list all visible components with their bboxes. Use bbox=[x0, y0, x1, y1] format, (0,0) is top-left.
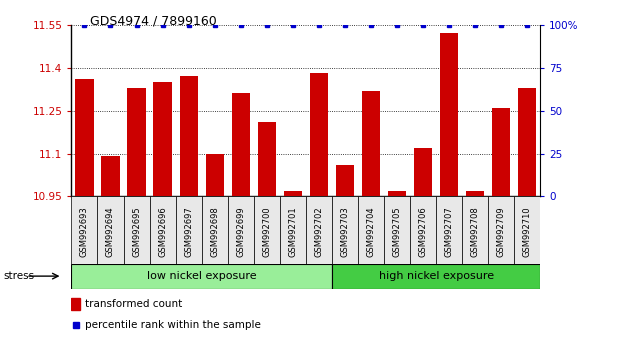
Bar bbox=[358, 196, 384, 264]
Bar bbox=[228, 196, 254, 264]
Bar bbox=[410, 196, 436, 264]
Text: GSM992705: GSM992705 bbox=[392, 207, 402, 257]
Bar bbox=[384, 196, 410, 264]
Bar bbox=[336, 165, 354, 196]
Bar bbox=[206, 154, 224, 196]
Text: GDS4974 / 7899160: GDS4974 / 7899160 bbox=[90, 14, 217, 27]
Bar bbox=[332, 264, 540, 289]
Bar bbox=[462, 196, 488, 264]
Bar bbox=[71, 264, 332, 289]
Bar bbox=[202, 196, 228, 264]
Bar bbox=[179, 76, 197, 196]
Bar bbox=[284, 191, 302, 196]
Bar bbox=[466, 191, 484, 196]
Bar bbox=[71, 196, 97, 264]
Text: percentile rank within the sample: percentile rank within the sample bbox=[86, 320, 261, 330]
Bar bbox=[388, 191, 406, 196]
Text: high nickel exposure: high nickel exposure bbox=[379, 271, 494, 281]
Bar bbox=[75, 79, 94, 196]
Bar bbox=[127, 88, 146, 196]
Bar bbox=[71, 298, 80, 310]
Bar bbox=[518, 88, 537, 196]
Bar bbox=[332, 196, 358, 264]
Text: GSM992694: GSM992694 bbox=[106, 207, 115, 257]
Bar bbox=[306, 196, 332, 264]
Text: GSM992709: GSM992709 bbox=[497, 207, 505, 257]
Bar bbox=[436, 196, 462, 264]
Text: GSM992707: GSM992707 bbox=[445, 207, 453, 257]
Bar bbox=[254, 196, 280, 264]
Text: GSM992703: GSM992703 bbox=[340, 207, 350, 257]
Text: low nickel exposure: low nickel exposure bbox=[147, 271, 256, 281]
Text: stress: stress bbox=[3, 271, 34, 281]
Bar bbox=[232, 93, 250, 196]
Text: GSM992696: GSM992696 bbox=[158, 207, 167, 257]
Bar bbox=[124, 196, 150, 264]
Text: GSM992706: GSM992706 bbox=[419, 207, 427, 257]
Bar bbox=[176, 196, 202, 264]
Bar bbox=[440, 33, 458, 196]
Text: transformed count: transformed count bbox=[86, 299, 183, 309]
Text: GSM992710: GSM992710 bbox=[523, 207, 532, 257]
Bar bbox=[488, 196, 514, 264]
Bar bbox=[492, 108, 510, 196]
Text: GSM992700: GSM992700 bbox=[262, 207, 271, 257]
Text: GSM992698: GSM992698 bbox=[210, 207, 219, 257]
Bar bbox=[101, 156, 120, 196]
Text: GSM992697: GSM992697 bbox=[184, 207, 193, 257]
Bar bbox=[258, 122, 276, 196]
Bar bbox=[514, 196, 540, 264]
Bar bbox=[280, 196, 306, 264]
Bar bbox=[310, 73, 328, 196]
Text: GSM992693: GSM992693 bbox=[80, 207, 89, 257]
Bar bbox=[150, 196, 176, 264]
Bar bbox=[153, 82, 171, 196]
Bar bbox=[362, 91, 380, 196]
Text: GSM992701: GSM992701 bbox=[288, 207, 297, 257]
Text: GSM992695: GSM992695 bbox=[132, 207, 141, 257]
Bar bbox=[97, 196, 124, 264]
Text: GSM992704: GSM992704 bbox=[366, 207, 376, 257]
Text: GSM992702: GSM992702 bbox=[314, 207, 324, 257]
Bar bbox=[414, 148, 432, 196]
Text: GSM992699: GSM992699 bbox=[236, 207, 245, 257]
Text: GSM992708: GSM992708 bbox=[471, 207, 479, 257]
